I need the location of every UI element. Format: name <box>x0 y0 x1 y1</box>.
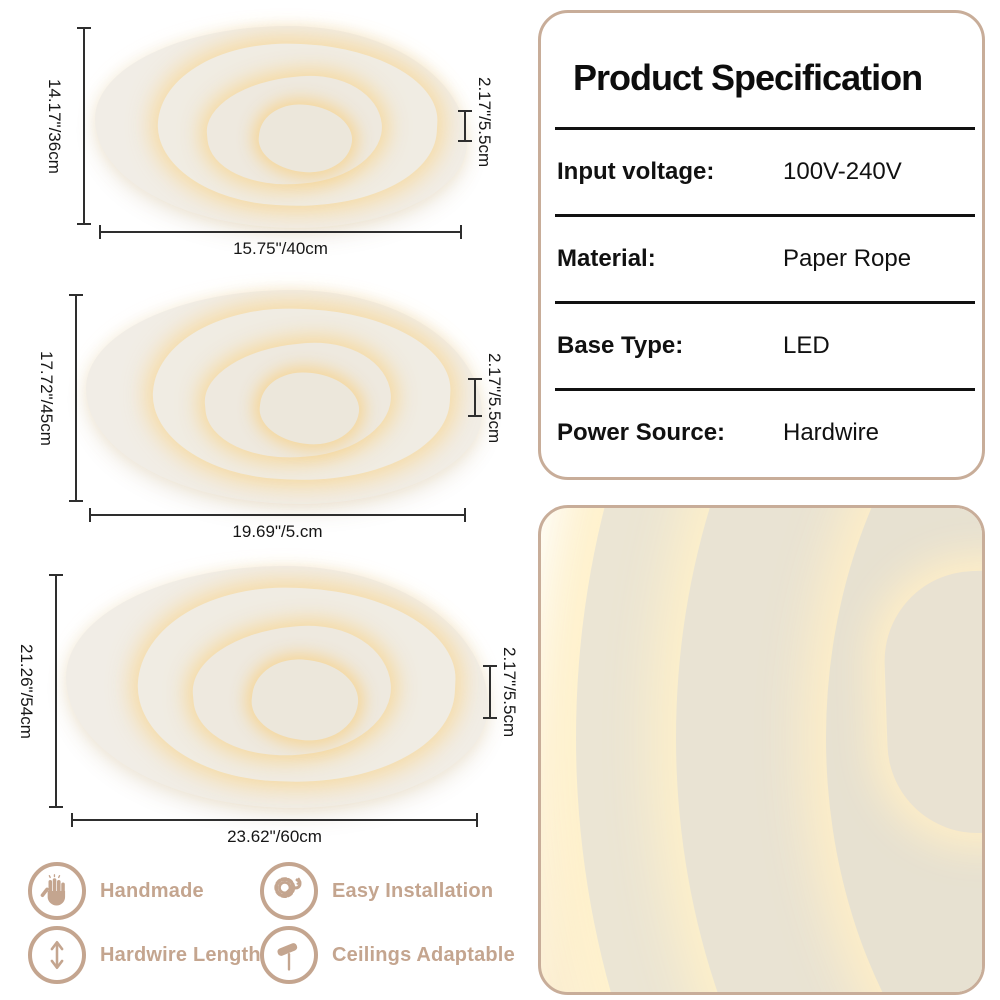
height-dimension-label: 14.17"/36cm <box>45 78 64 174</box>
width-dimension-label: 15.75"/40cm <box>233 239 328 258</box>
thickness-dimension-line <box>483 665 497 719</box>
spec-value: 100V-240V <box>783 158 902 185</box>
spec-value: Paper Rope <box>783 245 912 272</box>
width-dimension-line <box>89 508 466 522</box>
panel-title: Product Specification <box>573 57 923 98</box>
feature-circle <box>28 862 86 920</box>
width-dimension-label: 19.69"/5.cm <box>232 522 323 541</box>
feature-ceilings-adaptable: Ceilings Adaptable <box>260 926 515 984</box>
product-specification-panel: Product Specification Input voltage: 100… <box>538 10 985 480</box>
width-dimension-line <box>99 225 462 239</box>
spec-value: Hardwire <box>783 419 880 446</box>
spec-row: Base Type: LED <box>555 301 975 388</box>
feature-handmade: Handmade <box>28 862 204 920</box>
thickness-dimension-label: 2.17"/5.5cm <box>475 76 494 168</box>
spotlight-icon <box>277 943 298 971</box>
height-dimension-line <box>69 294 83 502</box>
height-dimension-line <box>49 574 63 808</box>
height-dimension-label: 17.72"/45cm <box>37 350 56 446</box>
spec-table: Input voltage: 100V-240V Material: Paper… <box>555 127 975 475</box>
height-dimension-label: 21.26"/54cm <box>17 643 36 739</box>
spec-label: Input voltage: <box>557 158 715 185</box>
spec-row: Material: Paper Rope <box>555 214 975 301</box>
thickness-dimension-label: 2.17"/5.5cm <box>485 352 504 444</box>
feature-label: Handmade <box>100 879 204 902</box>
spec-label: Power Source: <box>557 419 726 446</box>
thickness-dimension-line <box>458 110 472 142</box>
feature-circle <box>260 862 318 920</box>
feature-circle <box>260 926 318 984</box>
gear-wrench-icon <box>274 877 302 899</box>
feature-label: Easy Installation <box>332 879 494 902</box>
spec-label: Material: <box>557 245 656 272</box>
feature-hardwire-length: Hardwire Length <box>28 926 261 984</box>
width-dimension-line <box>71 813 478 827</box>
feature-circle <box>28 926 86 984</box>
lamp-diagram-40cm <box>95 26 467 228</box>
spec-row: Power Source: Hardwire <box>555 388 975 475</box>
spec-label: Base Type: <box>557 332 684 359</box>
double-arrow-icon <box>50 940 64 970</box>
lamp-diagram-60cm <box>66 566 488 808</box>
spec-value: LED <box>783 332 830 359</box>
feature-label: Hardwire Length <box>100 943 261 966</box>
width-dimension-label: 23.62"/60cm <box>227 827 322 846</box>
height-dimension-line <box>77 27 91 225</box>
thickness-dimension-label: 2.17"/5.5cm <box>500 646 519 738</box>
hand-icon <box>40 874 66 906</box>
feature-label: Ceilings Adaptable <box>332 943 515 966</box>
feature-easy-installation: Easy Installation <box>260 862 493 920</box>
lamp-closeup-photo <box>538 505 985 995</box>
spec-row: Input voltage: 100V-240V <box>555 127 975 214</box>
thickness-dimension-line <box>468 378 482 417</box>
lamp-diagram-50cm <box>86 290 482 504</box>
